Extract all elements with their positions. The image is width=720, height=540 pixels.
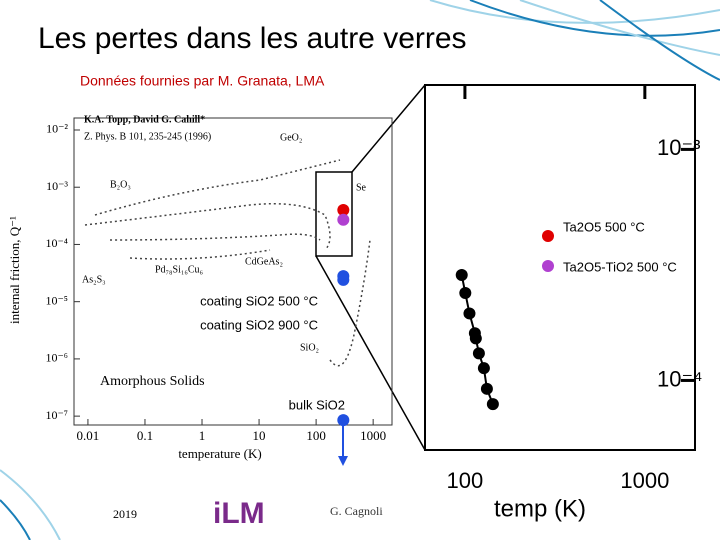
- x-tick-label: 0.01: [77, 428, 100, 443]
- legend-swatch: [542, 230, 554, 242]
- annotation: Z. Phys. B 101, 235-245 (1996): [84, 131, 211, 142]
- annotation: B₂O₃: [110, 179, 131, 190]
- plot-frame: [424, 84, 696, 451]
- annotation: K.A. Topp, David G. Cahill*: [84, 114, 205, 125]
- y-tick-label: 10⁻⁷: [45, 408, 68, 422]
- series-label: Ta2O5 500 °C: [563, 219, 645, 234]
- x-tick-label: 1: [199, 428, 206, 443]
- logo: iLM: [213, 497, 265, 530]
- zoom-line: [351, 84, 426, 173]
- x-tick-label: 1000: [360, 428, 386, 443]
- footer-author: G. Cagnoli: [330, 504, 383, 518]
- subtitle: Données fournies par M. Granata, LMA: [80, 73, 325, 89]
- data-point: [486, 398, 499, 411]
- y-tick-label: 10⁻³: [46, 179, 68, 193]
- y-tick-label: 10⁻⁴: [657, 366, 703, 391]
- y-tick-label: 10⁻⁶: [45, 351, 68, 365]
- annotation: As₂S₃: [82, 274, 106, 285]
- annotation: GeO₂: [280, 132, 302, 143]
- zoom-box: [315, 171, 353, 257]
- y-tick-label: 10⁻²: [46, 122, 68, 136]
- data-point: [477, 362, 490, 375]
- x-tick-label: 100: [447, 468, 484, 493]
- x-tick-label: 0.1: [137, 428, 153, 443]
- plot-frame: [73, 117, 393, 426]
- data-point: [337, 203, 350, 216]
- x-tick-label: 10: [253, 428, 266, 443]
- data-point: [337, 414, 350, 427]
- data-point: [480, 382, 493, 395]
- y-tick-label: 10⁻⁴: [45, 236, 68, 250]
- annotation: CdGeAs₂: [245, 256, 283, 267]
- data-point: [472, 347, 485, 360]
- x-axis-label: temperature (K): [178, 446, 261, 461]
- y-tick-label: 10⁻⁵: [45, 293, 68, 307]
- data-point: [337, 273, 350, 286]
- arrow-head: [338, 456, 348, 466]
- slide-title: Les pertes dans les autre verres: [38, 22, 467, 55]
- data-point: [469, 332, 482, 345]
- data-point: [459, 287, 472, 300]
- y-axis-label: internal friction, Q⁻¹: [7, 216, 22, 324]
- x-axis-label: temp (K): [494, 495, 586, 522]
- data-point: [455, 269, 468, 282]
- data-point: [337, 213, 350, 226]
- series-label: coating SiO2 900 °C: [200, 317, 318, 332]
- legend-swatch: [542, 260, 554, 272]
- annotation: SiO₂: [300, 342, 319, 353]
- scanned-curves: [84, 159, 371, 367]
- zoom-line: [315, 255, 426, 451]
- series-label: Ta2O5-TiO2 500 °C: [563, 259, 677, 274]
- annotation: Pd₇₈Si₁₆Cu₆: [155, 264, 204, 275]
- y-tick-label: 10⁻³: [657, 135, 700, 160]
- footer-year: 2019: [113, 507, 137, 521]
- annotation: Amorphous Solids: [100, 374, 205, 389]
- x-tick-label: 1000: [620, 468, 669, 493]
- series-label: coating SiO2 500 °C: [200, 293, 318, 308]
- annotation: Se: [356, 182, 367, 193]
- data-point: [463, 307, 476, 320]
- series-label: bulk SiO2: [289, 397, 345, 412]
- x-tick-label: 100: [306, 428, 326, 443]
